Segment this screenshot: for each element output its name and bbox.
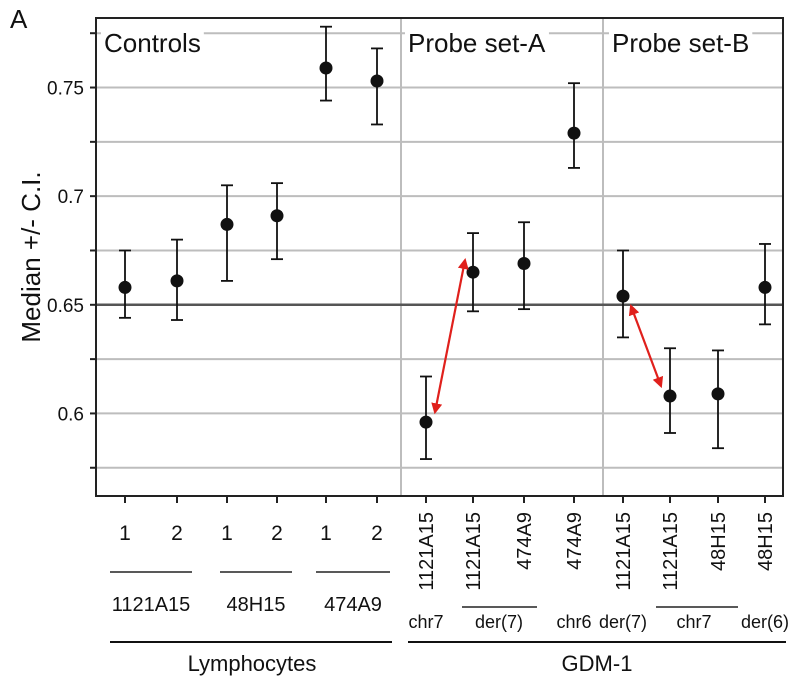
chromosome-label: chr7 [408, 612, 443, 632]
median-point [370, 74, 384, 88]
y-tick-label: 0.65 [47, 296, 84, 317]
median-point [118, 280, 132, 294]
section-title: Controls [104, 28, 201, 58]
x-category-label: 1121A15 [463, 512, 485, 591]
section-title: Probe set-B [612, 28, 749, 58]
x-category-label: 474A9 [514, 512, 536, 570]
chromosome-label: der(6) [741, 612, 789, 632]
comparison-arrow [628, 304, 664, 389]
median-point [220, 217, 234, 231]
x-category-label: 2 [371, 522, 383, 545]
chromosome-label: der(7) [599, 612, 647, 632]
median-point [663, 389, 677, 403]
probe-group-label: 474A9 [324, 594, 382, 616]
section-title: Probe set-A [408, 28, 546, 58]
x-category-label: 1 [119, 522, 131, 545]
plot-frame [95, 17, 784, 497]
x-category-label: 48H15 [755, 512, 777, 571]
section-title-background [101, 28, 204, 58]
median-point [517, 257, 531, 271]
median-point [319, 61, 333, 75]
x-category-label: 1 [221, 522, 233, 545]
median-point [466, 265, 480, 279]
panel-label: A [10, 4, 28, 34]
x-category-label: 2 [171, 522, 183, 545]
x-category-label: 1121A15 [613, 512, 635, 591]
x-category-label: 1121A15 [660, 512, 682, 591]
median-point [567, 126, 581, 140]
median-point [758, 280, 772, 294]
y-axis-label: Median +/- C.I. [16, 171, 46, 342]
x-category-label: 1121A15 [416, 512, 438, 591]
median-point [419, 415, 433, 429]
y-tick-label: 0.6 [58, 404, 84, 425]
chromosome-label: chr7 [676, 612, 711, 632]
y-tick-label: 0.7 [58, 187, 84, 208]
median-point [170, 274, 184, 288]
x-category-label: 1 [320, 522, 332, 545]
comparison-arrow [431, 258, 469, 415]
probe-group-label: 1121A15 [112, 594, 191, 616]
section-title-background [405, 28, 549, 58]
section-title-background [609, 28, 753, 58]
x-category-label: 474A9 [564, 512, 586, 570]
median-point [616, 289, 630, 303]
chromosome-label: der(7) [475, 612, 523, 632]
x-category-label: 2 [271, 522, 283, 545]
probe-group-label: 48H15 [227, 594, 286, 616]
group-label: GDM-1 [562, 651, 633, 676]
median-point [711, 387, 725, 401]
y-tick-label: 0.75 [47, 79, 84, 100]
x-category-label: 48H15 [708, 512, 730, 571]
median-point [270, 209, 284, 223]
group-label: Lymphocytes [188, 651, 317, 676]
chromosome-label: chr6 [556, 612, 591, 632]
